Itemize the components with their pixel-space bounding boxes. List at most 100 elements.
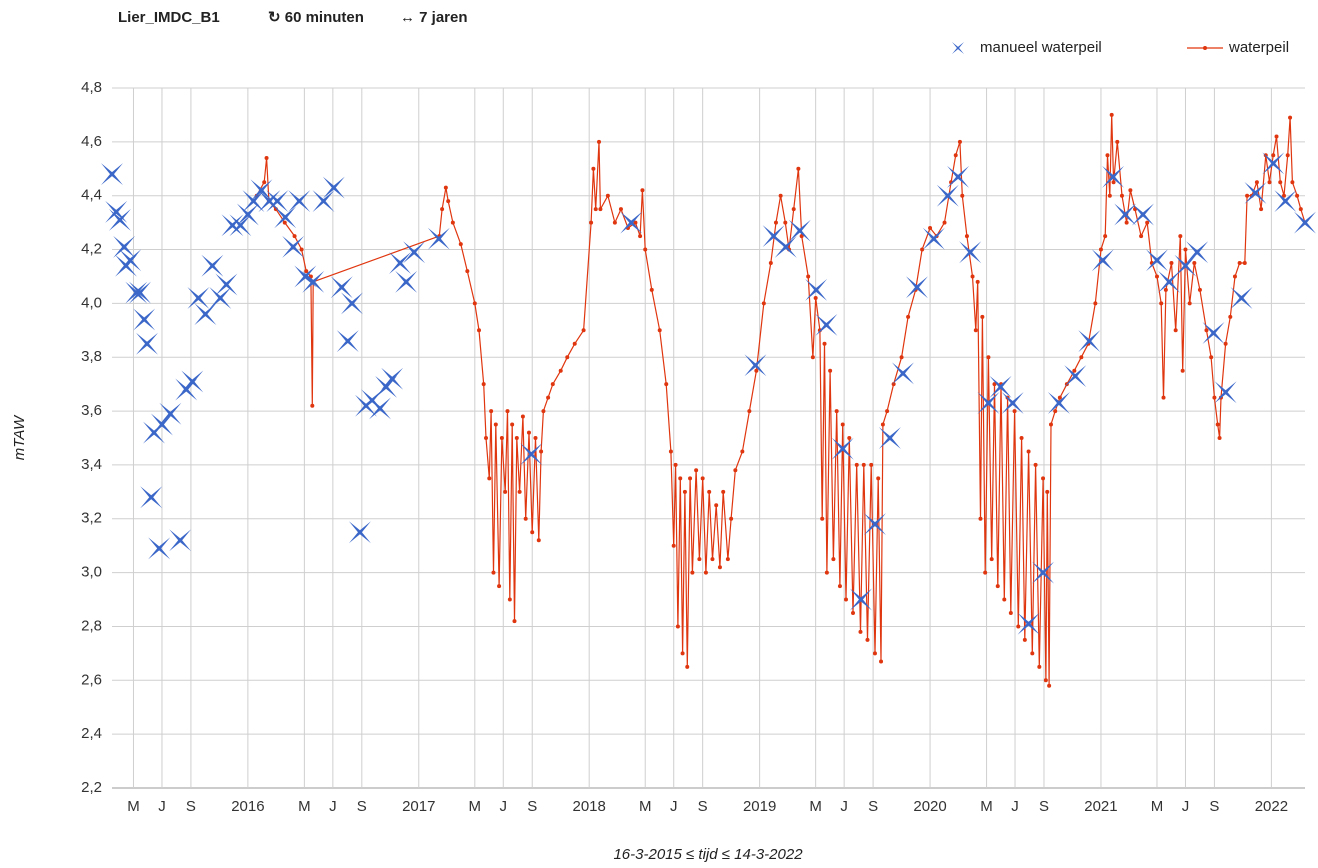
marker bbox=[159, 402, 182, 425]
data-point bbox=[1254, 180, 1259, 185]
marker bbox=[959, 241, 982, 264]
data-point bbox=[680, 651, 685, 656]
data-point bbox=[761, 301, 766, 306]
data-point bbox=[1161, 395, 1166, 400]
marker bbox=[181, 370, 204, 393]
data-point bbox=[824, 570, 829, 575]
data-point bbox=[310, 403, 315, 408]
data-point bbox=[1288, 115, 1293, 120]
data-point bbox=[983, 570, 988, 575]
data-point bbox=[1215, 422, 1220, 427]
x-tick-label: M bbox=[639, 798, 652, 815]
data-point bbox=[536, 538, 541, 543]
marker bbox=[258, 190, 281, 213]
data-point bbox=[703, 570, 708, 575]
marker bbox=[1202, 322, 1225, 344]
marker bbox=[187, 287, 210, 309]
marker bbox=[1214, 381, 1237, 404]
y-axis-label: mTAW bbox=[11, 414, 28, 460]
marker bbox=[1064, 365, 1087, 388]
marker bbox=[1294, 211, 1316, 234]
data-point bbox=[799, 234, 804, 239]
data-point bbox=[942, 220, 947, 225]
data-point bbox=[960, 193, 965, 198]
marker bbox=[229, 214, 252, 237]
data-point bbox=[1197, 287, 1202, 292]
marker bbox=[815, 313, 838, 336]
data-point bbox=[565, 355, 570, 360]
data-point bbox=[1098, 247, 1103, 252]
data-point bbox=[891, 382, 896, 387]
y-tick-label: 2,8 bbox=[81, 617, 102, 634]
data-point bbox=[598, 207, 603, 212]
data-point bbox=[1124, 220, 1129, 225]
x-tick-label: S bbox=[527, 798, 537, 815]
data-point bbox=[493, 422, 498, 427]
marker bbox=[381, 367, 404, 390]
data-point bbox=[299, 247, 304, 252]
x-tick-label: M bbox=[809, 798, 822, 815]
marker bbox=[169, 529, 192, 552]
data-point bbox=[970, 274, 975, 279]
data-point bbox=[526, 430, 531, 435]
data-point bbox=[1119, 193, 1124, 198]
data-point bbox=[1048, 422, 1053, 427]
data-point bbox=[446, 199, 451, 204]
marker bbox=[863, 513, 886, 536]
data-point bbox=[837, 584, 842, 589]
data-point bbox=[1002, 597, 1007, 602]
x-tick-label: S bbox=[1209, 798, 1219, 815]
data-point bbox=[834, 409, 839, 414]
data-point bbox=[523, 516, 528, 521]
data-point bbox=[973, 328, 978, 333]
data-point bbox=[1187, 301, 1192, 306]
data-point bbox=[989, 557, 994, 562]
data-point bbox=[657, 328, 662, 333]
data-point bbox=[497, 584, 502, 589]
data-point bbox=[872, 651, 877, 656]
data-point bbox=[813, 296, 818, 300]
data-point bbox=[1192, 261, 1197, 265]
data-point bbox=[783, 220, 788, 225]
legend-label: waterpeil bbox=[1228, 39, 1289, 56]
x-tick-label: S bbox=[698, 798, 708, 815]
x-tick-label: S bbox=[1039, 798, 1049, 815]
marker bbox=[774, 235, 797, 258]
data-point bbox=[1274, 134, 1279, 139]
data-point bbox=[673, 462, 678, 467]
data-point bbox=[885, 409, 890, 414]
x-tick-label: J bbox=[1011, 798, 1019, 815]
data-point bbox=[664, 382, 669, 387]
data-point bbox=[920, 247, 925, 252]
data-point bbox=[682, 489, 687, 494]
marker bbox=[989, 375, 1012, 398]
marker bbox=[1001, 392, 1024, 414]
marker bbox=[1032, 561, 1055, 584]
data-point bbox=[541, 409, 546, 414]
y-tick-label: 4,0 bbox=[81, 294, 102, 311]
marker bbox=[266, 190, 289, 213]
data-point bbox=[688, 476, 693, 481]
marker bbox=[236, 203, 259, 226]
data-point bbox=[1209, 355, 1214, 360]
data-point bbox=[533, 436, 538, 440]
data-point bbox=[992, 382, 997, 387]
data-point bbox=[854, 462, 859, 467]
marker bbox=[520, 443, 543, 466]
data-point bbox=[503, 489, 508, 494]
marker bbox=[312, 190, 335, 213]
data-point bbox=[791, 207, 796, 212]
data-point bbox=[1169, 261, 1174, 265]
data-point bbox=[572, 341, 577, 346]
marker bbox=[125, 281, 148, 304]
data-point bbox=[643, 247, 648, 252]
data-point bbox=[550, 382, 555, 387]
y-tick-label: 3,2 bbox=[81, 510, 102, 527]
data-point bbox=[1242, 261, 1247, 265]
data-point bbox=[840, 422, 845, 427]
data-point bbox=[1037, 664, 1042, 669]
data-point bbox=[1115, 139, 1120, 144]
marker bbox=[215, 273, 238, 296]
data-point bbox=[1047, 683, 1052, 688]
y-tick-label: 2,4 bbox=[81, 725, 102, 742]
